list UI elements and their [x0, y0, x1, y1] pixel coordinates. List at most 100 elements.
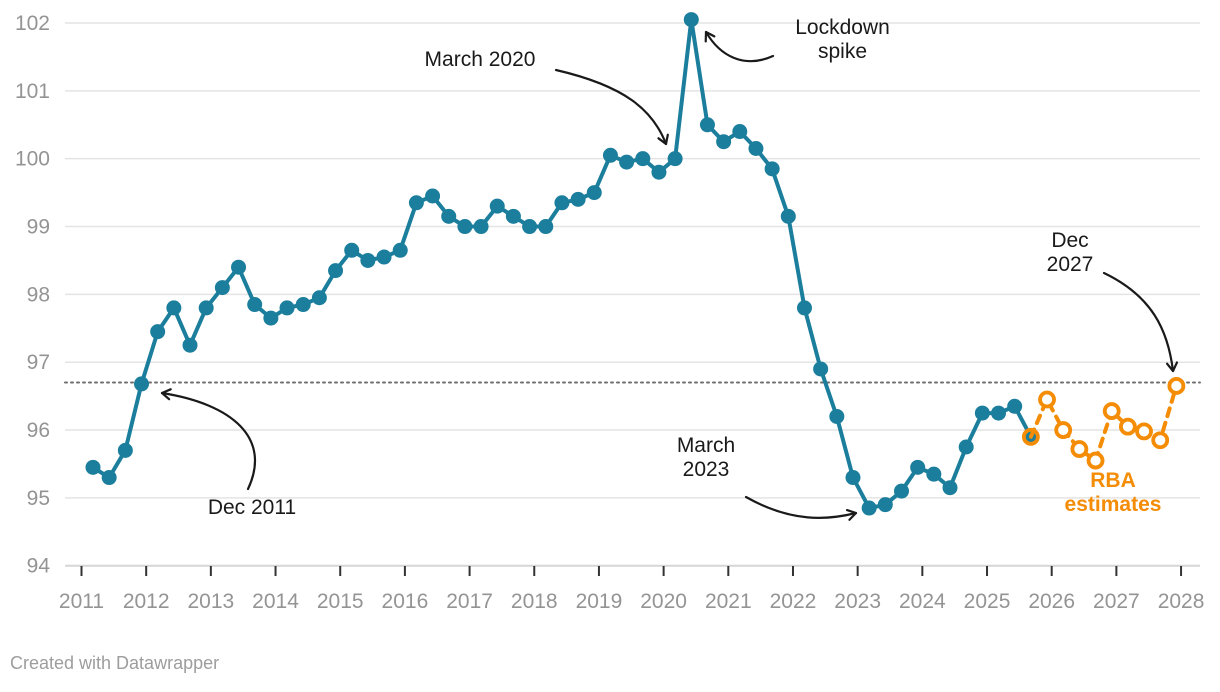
x-axis-label-2019: 2019 [576, 590, 623, 613]
data-point-dec-2023 [910, 459, 926, 475]
forecast-point-sep-2026 [1086, 451, 1105, 470]
data-point-mar-2021 [732, 124, 748, 140]
data-point-sep-2022 [829, 408, 845, 424]
data-point-jun-2019 [619, 154, 635, 170]
datawrapper-credit: Created with Datawrapper [10, 653, 220, 673]
x-axis-label-2014: 2014 [252, 590, 299, 613]
data-point-mar-2015 [344, 242, 360, 258]
x-axis-label-2025: 2025 [964, 590, 1011, 613]
x-axis-label-2027: 2027 [1093, 590, 1140, 613]
data-point-jun-2020 [683, 12, 699, 28]
data-point-jun-2014 [295, 297, 311, 313]
data-point-sep-2023 [894, 483, 909, 499]
plot-area: 94 95 96 97 98 99 100 101 102 2011 2012 2013 2014 201… [15, 12, 1204, 613]
arrow-lockdown-spike [704, 30, 775, 63]
data-point-dec-2012 [198, 300, 214, 316]
forecast-point-mar-2026 [1054, 421, 1073, 439]
data-point-jun-2023 [877, 497, 893, 513]
data-point-dec-2019 [651, 164, 667, 180]
arrow-dec-2011 [160, 388, 257, 491]
annotation-march-2020: March 2020 [400, 48, 560, 72]
data-point-mar-2014 [279, 300, 295, 316]
x-axis-label-2016: 2016 [382, 590, 429, 613]
data-point-dec-2018 [586, 185, 602, 201]
data-point-dec-2011 [134, 376, 150, 392]
annotation-march-2020-label: March 2020 [424, 48, 536, 71]
arrow-march-2023 [744, 495, 858, 521]
data-point-mar-2022 [796, 300, 812, 316]
data-point-dec-2013 [263, 310, 279, 326]
x-axis-label-2020: 2020 [640, 590, 687, 613]
data-point-sep-2020 [699, 117, 715, 133]
annotation-lockdown-spike: Lockdown spike [795, 16, 890, 63]
data-point-dec-2014 [328, 263, 344, 279]
data-point-sep-2013 [247, 297, 263, 313]
data-point-dec-2022 [845, 470, 861, 486]
x-axis-label-2021: 2021 [705, 590, 752, 613]
data-point-jun-2022 [813, 361, 829, 377]
annotation-dec-2011: Dec 2011 [207, 496, 297, 519]
forecast-point-jun-2027 [1135, 422, 1153, 441]
forecast-point-dec-2025 [1038, 390, 1056, 409]
y-axis-label-97: 97 [27, 351, 50, 374]
x-axis-label-2028: 2028 [1158, 590, 1205, 613]
data-point-mar-2017 [473, 219, 489, 235]
data-point-mar-2018 [538, 219, 554, 235]
data-point-sep-2016 [441, 208, 457, 224]
data-point-sep-2019 [635, 151, 651, 167]
data-point-jun-2021 [748, 141, 764, 157]
x-axis-label-2024: 2024 [899, 590, 946, 613]
data-point-dec-2017 [522, 219, 538, 235]
forecast-point-sep-2025 [1021, 427, 1040, 446]
x-axis-label-2018: 2018 [511, 590, 558, 613]
data-point-sep-2011 [117, 442, 133, 458]
data-point-jun-2024 [942, 480, 958, 496]
data-point-mar-2013 [214, 280, 230, 296]
data-point-jun-2025 [1007, 398, 1023, 414]
x-axis-label-2011: 2011 [59, 590, 104, 613]
x-axis-label-2013: 2013 [188, 590, 235, 613]
data-point-jun-2015 [360, 252, 376, 268]
forecast-point-jun-2026 [1070, 440, 1089, 458]
data-point-dec-2016 [457, 219, 473, 235]
series-label-rba-estimates: RBA estimates [1064, 469, 1162, 516]
y-axis-label-95: 95 [27, 487, 50, 510]
data-point-dec-2015 [392, 242, 408, 258]
data-point-jun-2011 [101, 470, 117, 486]
data-point-jun-2016 [425, 188, 441, 204]
data-point-jun-2017 [489, 198, 505, 214]
arrow-march-2020 [554, 68, 669, 146]
x-axis-label-2023: 2023 [834, 590, 881, 613]
arrow-dec-2027 [1102, 271, 1179, 373]
y-axis-label-94: 94 [27, 555, 51, 578]
data-point-dec-2024 [974, 405, 990, 421]
data-point-mar-2025 [991, 405, 1007, 421]
data-point-jun-2013 [231, 259, 247, 275]
y-axis-label-96: 96 [27, 419, 50, 442]
data-point-dec-2020 [716, 134, 732, 150]
data-point-dec-2021 [780, 208, 796, 224]
annotation-dec-2027: Dec 2027 [1046, 229, 1094, 276]
x-axis-label-2026: 2026 [1028, 590, 1075, 613]
data-point-sep-2017 [505, 208, 521, 224]
y-axis-label-98: 98 [27, 283, 50, 306]
forecast-point-dec-2027 [1167, 377, 1186, 395]
x-axis-label-2017: 2017 [446, 590, 493, 613]
data-point-mar-2012 [150, 324, 166, 340]
forecast-point-dec-2026 [1102, 402, 1121, 420]
data-point-sep-2014 [311, 290, 327, 306]
data-point-mar-2023 [861, 500, 877, 516]
data-point-mar-2016 [408, 195, 424, 211]
data-point-jun-2018 [554, 195, 570, 211]
data-point-mar-2011 [85, 459, 101, 475]
x-axis-label-2015: 2015 [317, 590, 364, 613]
data-point-sep-2012 [182, 337, 198, 353]
y-axis-label-99: 99 [27, 216, 50, 239]
data-point-sep-2015 [376, 249, 392, 265]
x-axis-label-2012: 2012 [123, 590, 170, 613]
data-point-mar-2024 [926, 466, 942, 482]
data-point-mar-2019 [602, 147, 618, 163]
data-point-sep-2021 [764, 161, 780, 177]
